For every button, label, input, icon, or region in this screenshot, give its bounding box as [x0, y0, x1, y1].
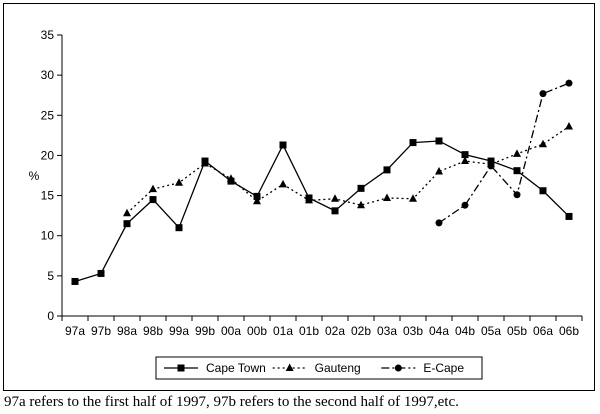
- x-tick-label: 98a: [117, 324, 137, 338]
- x-tick-label: 98b: [143, 324, 163, 338]
- data-point: [305, 195, 313, 204]
- x-tick-label: 01a: [273, 324, 293, 338]
- data-point: [513, 167, 521, 175]
- data-point: [383, 166, 391, 174]
- legend-label: Cape Town: [206, 361, 266, 375]
- data-point: [149, 184, 157, 193]
- legend-item: E-Cape: [381, 361, 464, 375]
- data-point: [461, 151, 469, 159]
- data-point: [253, 192, 261, 200]
- data-point: [149, 196, 157, 204]
- data-point: [565, 79, 573, 87]
- data-point: [461, 201, 469, 209]
- x-tick-label: 03a: [377, 324, 397, 338]
- caption: 97a refers to the first half of 1997, 97…: [4, 394, 459, 410]
- data-point: [123, 208, 131, 217]
- x-tick-label: 97b: [91, 324, 111, 338]
- series-gauteng: [123, 122, 573, 217]
- data-point: [175, 224, 183, 232]
- data-point: [539, 187, 547, 195]
- series-line: [438, 82, 570, 224]
- data-point: [177, 364, 185, 372]
- x-tick-label: 02b: [351, 324, 371, 338]
- data-point: [513, 149, 521, 157]
- data-point: [539, 139, 547, 148]
- legend-item: Cape Town: [164, 361, 266, 375]
- y-tick-label: 30: [41, 68, 55, 82]
- data-point: [487, 162, 495, 170]
- series-line: [126, 125, 570, 214]
- y-tick-label: 35: [41, 28, 55, 42]
- x-tick-label: 05b: [507, 324, 527, 338]
- data-point: [71, 277, 79, 285]
- data-point: [513, 191, 521, 199]
- x-tick-label: 04b: [455, 324, 475, 338]
- x-tick-label: 00a: [221, 324, 241, 338]
- y-tick-label: 5: [47, 269, 54, 283]
- y-axis-label: %: [29, 169, 40, 183]
- y-tick-label: 25: [41, 108, 55, 122]
- legend: Cape Town Gauteng E-Cape: [155, 356, 483, 380]
- y-tick-label: 20: [41, 148, 55, 162]
- data-point: [435, 166, 443, 175]
- x-tick-label: 03b: [403, 324, 423, 338]
- y-tick-label: 10: [41, 229, 55, 243]
- data-point: [331, 194, 339, 202]
- x-tick-label: 99a: [169, 324, 189, 338]
- legend-label: Gauteng: [315, 361, 361, 375]
- data-point: [279, 179, 287, 188]
- data-point: [409, 194, 417, 202]
- data-point: [279, 141, 287, 149]
- legend-box: [155, 356, 483, 380]
- x-tick-label: 02a: [325, 324, 345, 338]
- data-point: [201, 158, 209, 167]
- series-line: [74, 140, 570, 283]
- y-tick-label: 0: [47, 309, 54, 323]
- y-tick-labels: 0 5 10 15 20 25 30 35: [41, 28, 55, 323]
- x-tick-label: 06b: [559, 324, 579, 338]
- series-layer: [71, 79, 573, 285]
- x-tick-label: 00b: [247, 324, 267, 338]
- x-tick-label: 06a: [533, 324, 553, 338]
- data-point: [331, 207, 339, 215]
- data-point: [97, 269, 105, 277]
- data-point: [565, 122, 573, 130]
- data-point: [357, 200, 365, 209]
- y-tick-label: 15: [41, 189, 55, 203]
- x-tick-label: 01b: [299, 324, 319, 338]
- data-point: [285, 363, 294, 371]
- x-tick-labels: 97a 97b 98a 98b 99a 99b 00a 00b 01a 01b 02a 02b 03a 0…: [65, 324, 579, 338]
- legend-item: Gauteng: [272, 361, 361, 375]
- chart-frame: [3, 3, 595, 391]
- x-tick-label: 05a: [481, 324, 501, 338]
- data-point: [175, 178, 183, 186]
- data-point: [227, 174, 235, 182]
- data-point: [383, 193, 391, 201]
- data-point: [539, 90, 547, 98]
- axes: [57, 34, 583, 321]
- x-tick-label: 97a: [65, 324, 85, 338]
- data-point: [123, 220, 131, 228]
- data-point: [461, 156, 469, 165]
- x-tick-label: 04a: [429, 324, 449, 338]
- series-cape-town: [71, 137, 573, 285]
- line-chart: 0 5 10 15 20 25 30 35 97a 97b 98a 98b 99a 99b 00a 00b 0…: [29, 28, 583, 380]
- series-e-cape: [435, 79, 573, 227]
- x-tick-label: 99b: [195, 324, 215, 338]
- data-point: [357, 184, 365, 192]
- data-point: [435, 137, 443, 145]
- data-point: [394, 364, 402, 372]
- data-point: [565, 212, 573, 220]
- data-point: [435, 219, 443, 227]
- legend-label: E-Cape: [423, 361, 464, 375]
- data-point: [253, 196, 261, 205]
- data-point: [409, 139, 417, 147]
